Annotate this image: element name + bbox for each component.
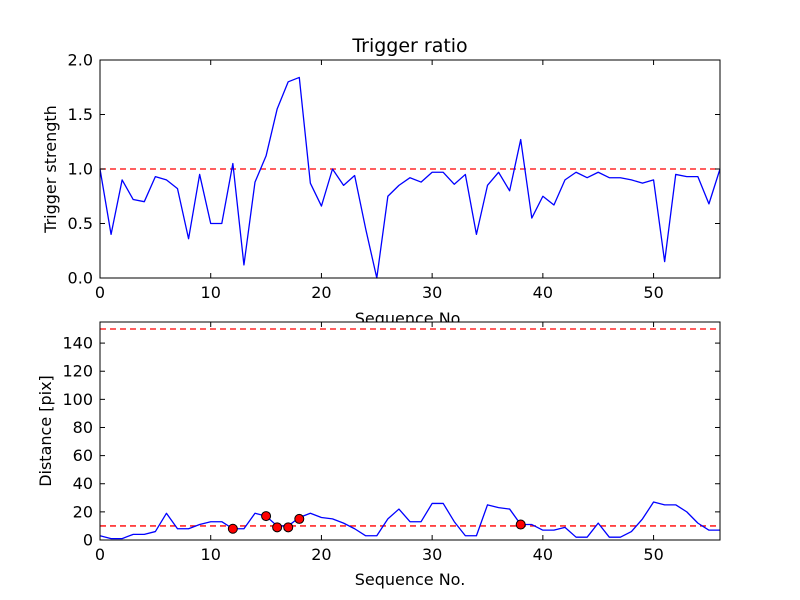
x-tick-label: 0 xyxy=(95,545,105,564)
y-tick-label: 0.5 xyxy=(68,214,93,233)
y-tick-label: 1.0 xyxy=(68,160,93,179)
flagged-point xyxy=(227,523,238,534)
y-tick-label: 1.5 xyxy=(68,105,93,124)
x-tick-label: 50 xyxy=(643,545,663,564)
x-tick-label: 10 xyxy=(201,283,221,302)
y-tick-label: 20 xyxy=(73,502,93,521)
y-tick-label: 80 xyxy=(73,418,93,437)
x-tick-label: 40 xyxy=(533,283,553,302)
plot-area xyxy=(100,322,720,540)
series-line xyxy=(99,501,720,540)
x-tick-label: 40 xyxy=(533,545,553,564)
x-tick-label: 50 xyxy=(643,283,663,302)
x-axis-label: Sequence No. xyxy=(355,570,466,589)
y-tick-label: 60 xyxy=(73,446,93,465)
x-tick-label: 20 xyxy=(311,545,331,564)
flagged-point xyxy=(515,519,526,530)
distance-chart: 0 10 20 30 40 50 0 20 40 60 80 100 120 140 Sequence No… xyxy=(36,321,721,589)
x-tick-label: 30 xyxy=(422,283,442,302)
series-line xyxy=(99,76,721,279)
flagged-point xyxy=(272,522,283,533)
x-tick-label: 10 xyxy=(201,545,221,564)
x-tick-label: 30 xyxy=(422,545,442,564)
y-tick-label: 120 xyxy=(62,362,93,381)
y-tick-label: 0.0 xyxy=(68,269,93,288)
chart-title: Trigger ratio xyxy=(351,35,467,57)
y-tick-label: 2.0 xyxy=(68,51,93,70)
x-tick-label: 0 xyxy=(95,283,105,302)
y-tick-label: 0 xyxy=(83,531,93,550)
flagged-point xyxy=(294,513,305,524)
x-tick-label: 20 xyxy=(311,283,331,302)
y-tick-label: 40 xyxy=(73,474,93,493)
y-axis-label: Distance [pix] xyxy=(36,375,55,487)
y-tick-label: 140 xyxy=(62,334,93,353)
y-axis-label: Trigger strength xyxy=(41,105,60,234)
axes-frame xyxy=(99,321,721,541)
y-tick-label: 100 xyxy=(62,390,93,409)
flagged-point xyxy=(261,511,272,522)
flagged-point xyxy=(283,522,294,533)
